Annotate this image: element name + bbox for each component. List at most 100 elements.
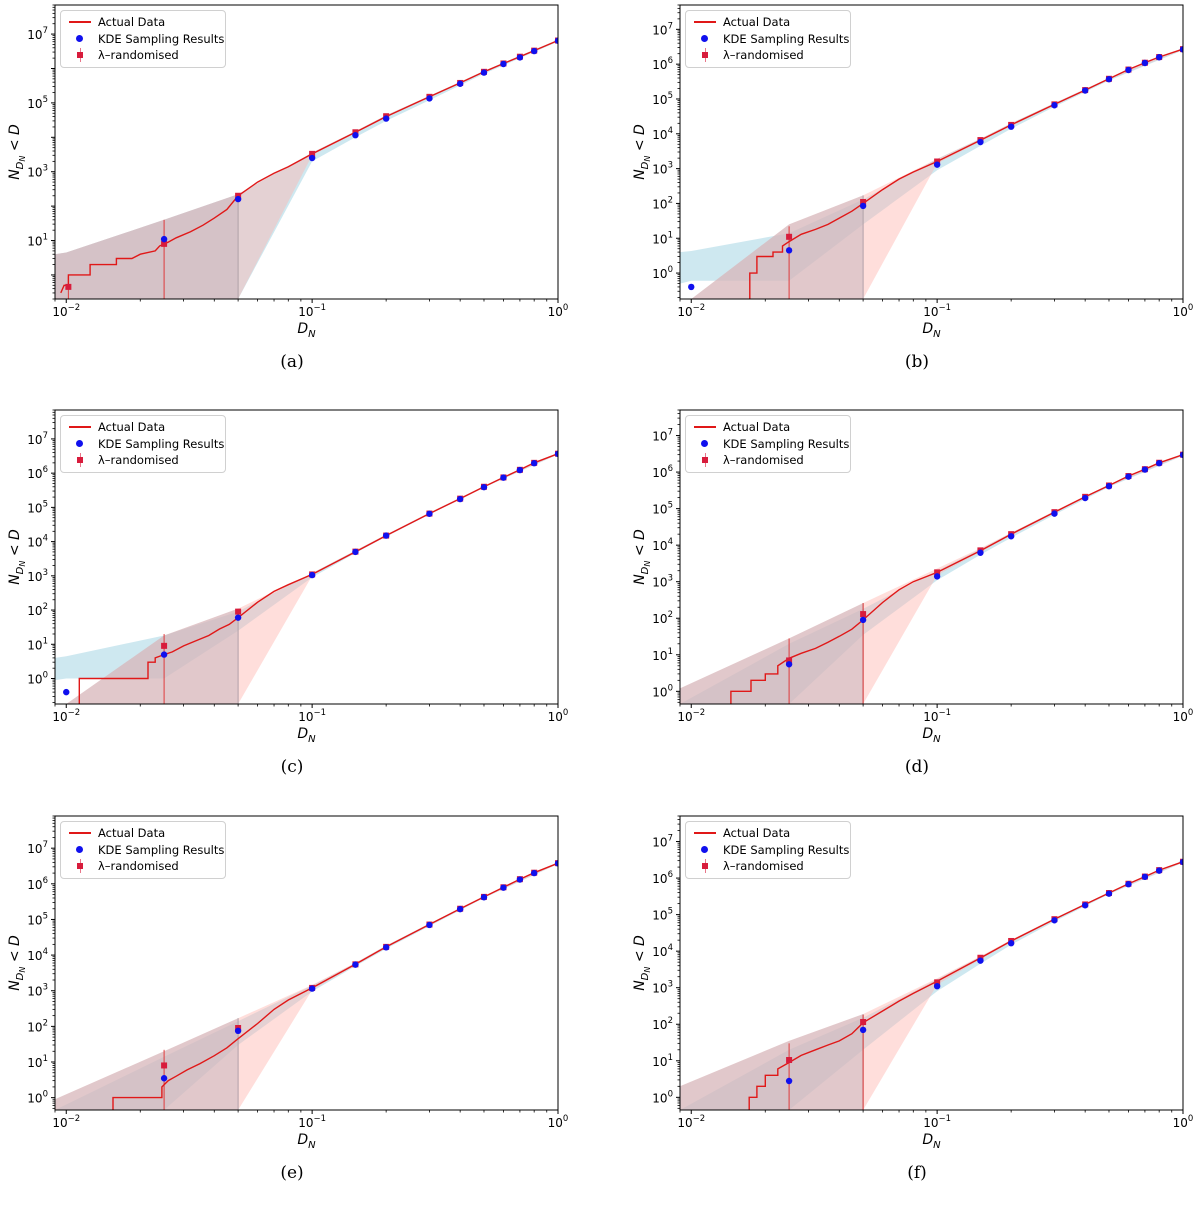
kde-point — [456, 905, 464, 913]
y-tick-label: 107 — [652, 21, 673, 37]
lambda-point — [786, 233, 793, 240]
legend-kde-icon — [701, 845, 708, 853]
kde-point — [500, 60, 507, 68]
chart-svg: 10−2 10−1 100 101 103 105 107 DN NDN < D — [7, 4, 568, 340]
kde-point — [1051, 917, 1058, 924]
legend-lambda-icon — [702, 52, 708, 58]
legend: Actual Data KDE Sampling Results λ–randomi… — [60, 415, 226, 473]
y-axis-label: NDN < D — [632, 935, 652, 991]
kde-point — [308, 571, 316, 579]
legend-actual: Actual Data — [686, 14, 850, 30]
chart-svg: 10−2 10−1 100 100 101 102 103 104 105 106 107 DN NDN… — [632, 409, 1194, 745]
legend-kde-label: KDE Sampling Results — [723, 842, 850, 857]
legend-actual-icon — [694, 426, 716, 428]
x-axis-label: DN — [922, 726, 941, 745]
kde-point — [500, 474, 507, 481]
kde-point — [554, 37, 558, 44]
kde-point — [859, 202, 867, 210]
y-tick-label: 107 — [27, 431, 48, 447]
x-tick-label: 100 — [548, 1114, 569, 1130]
x-tick-label: 100 — [1173, 708, 1194, 724]
legend-kde-icon — [76, 845, 83, 853]
kde-point — [234, 195, 242, 203]
x-tick-label: 100 — [548, 708, 569, 724]
y-tick-label: 104 — [652, 537, 673, 553]
y-tick-label: 106 — [652, 464, 673, 480]
kde-point — [456, 495, 464, 503]
x-tick-label: 10−1 — [923, 708, 951, 724]
kde-point — [1105, 75, 1113, 83]
legend-actual: Actual Data — [686, 419, 850, 435]
kde-point — [785, 661, 793, 668]
legend-kde-label: KDE Sampling Results — [98, 31, 225, 46]
actual-data-line — [730, 453, 1183, 704]
y-tick-label: 104 — [652, 126, 673, 142]
y-tick-label: 104 — [27, 947, 48, 963]
kde-point — [382, 944, 390, 951]
y-tick-label: 101 — [652, 647, 673, 663]
kde-point — [688, 283, 695, 291]
lambda-point — [235, 608, 242, 615]
lambda-point — [309, 150, 316, 157]
x-axis-label: DN — [922, 1132, 941, 1151]
legend-lambda: λ–randomised — [686, 452, 850, 468]
kde-point — [516, 54, 524, 61]
y-axis-label: NDN < D — [632, 529, 652, 585]
legend-lambda-label: λ–randomised — [723, 48, 804, 62]
legend-lambda-label: λ–randomised — [98, 453, 179, 467]
kde-point — [1105, 483, 1113, 490]
plot-area — [680, 858, 1183, 1110]
y-tick-label: 104 — [27, 534, 48, 550]
kde-point — [480, 69, 488, 76]
kde-point — [160, 651, 168, 658]
lambda-point — [860, 611, 867, 618]
y-tick-label: 101 — [27, 1054, 48, 1070]
y-axis-label: NDN < D — [7, 935, 27, 991]
legend-actual-label: Actual Data — [723, 420, 791, 434]
legend-lambda-icon — [77, 863, 83, 869]
x-tick-label: 10−1 — [923, 1114, 951, 1130]
kde-point — [426, 510, 433, 517]
legend-kde: KDE Sampling Results — [61, 436, 225, 452]
chart-panel: 10−2 10−1 100 100 101 102 103 104 105 106 107 DN NDN… — [0, 811, 600, 1206]
panel-caption: (e) — [280, 1163, 304, 1183]
legend-actual-icon — [69, 426, 91, 428]
legend-actual-label: Actual Data — [98, 15, 166, 29]
actual-data-line — [749, 48, 1183, 299]
panel-caption: (c) — [280, 757, 304, 777]
lambda-point — [860, 198, 867, 205]
kde-point — [1007, 123, 1015, 130]
kde-point — [1105, 890, 1113, 897]
x-tick-label: 10−2 — [52, 1114, 80, 1130]
kde-point — [1141, 59, 1149, 67]
chart-svg: 10−2 10−1 100 100 101 102 103 104 105 106 107 DN NDN… — [632, 4, 1193, 340]
x-tick-label: 10−2 — [677, 303, 705, 319]
plot-area — [55, 450, 558, 704]
y-tick-label: 103 — [27, 983, 48, 999]
legend: Actual Data KDE Sampling Results λ–randomi… — [685, 10, 851, 68]
legend-lambda-label: λ–randomised — [723, 453, 804, 467]
x-tick-label: 10−1 — [298, 1114, 326, 1130]
y-tick-label: 100 — [652, 265, 673, 281]
legend-kde-label: KDE Sampling Results — [723, 436, 850, 451]
y-tick-label: 103 — [27, 164, 48, 180]
y-tick-label: 101 — [27, 233, 48, 249]
overlap-region — [55, 1018, 239, 1110]
legend: Actual Data KDE Sampling Results λ–randomi… — [685, 821, 851, 879]
legend-lambda-label: λ–randomised — [98, 48, 179, 62]
kde-point — [1051, 510, 1058, 517]
plot-area — [55, 37, 558, 299]
kde-point — [554, 860, 558, 867]
chart-svg: 10−2 10−1 100 100 101 102 103 104 105 106 107 DN NDN… — [632, 815, 1193, 1151]
x-axis-label: DN — [297, 726, 316, 745]
kde-point — [516, 876, 524, 883]
kde-point — [160, 235, 168, 243]
y-tick-label: 105 — [652, 91, 673, 107]
lambda-point — [65, 283, 72, 290]
y-tick-label: 107 — [652, 428, 673, 444]
kde-point — [352, 961, 359, 968]
kde-point — [516, 466, 524, 474]
x-tick-label: 10−2 — [52, 708, 80, 724]
kde-point — [352, 548, 359, 556]
